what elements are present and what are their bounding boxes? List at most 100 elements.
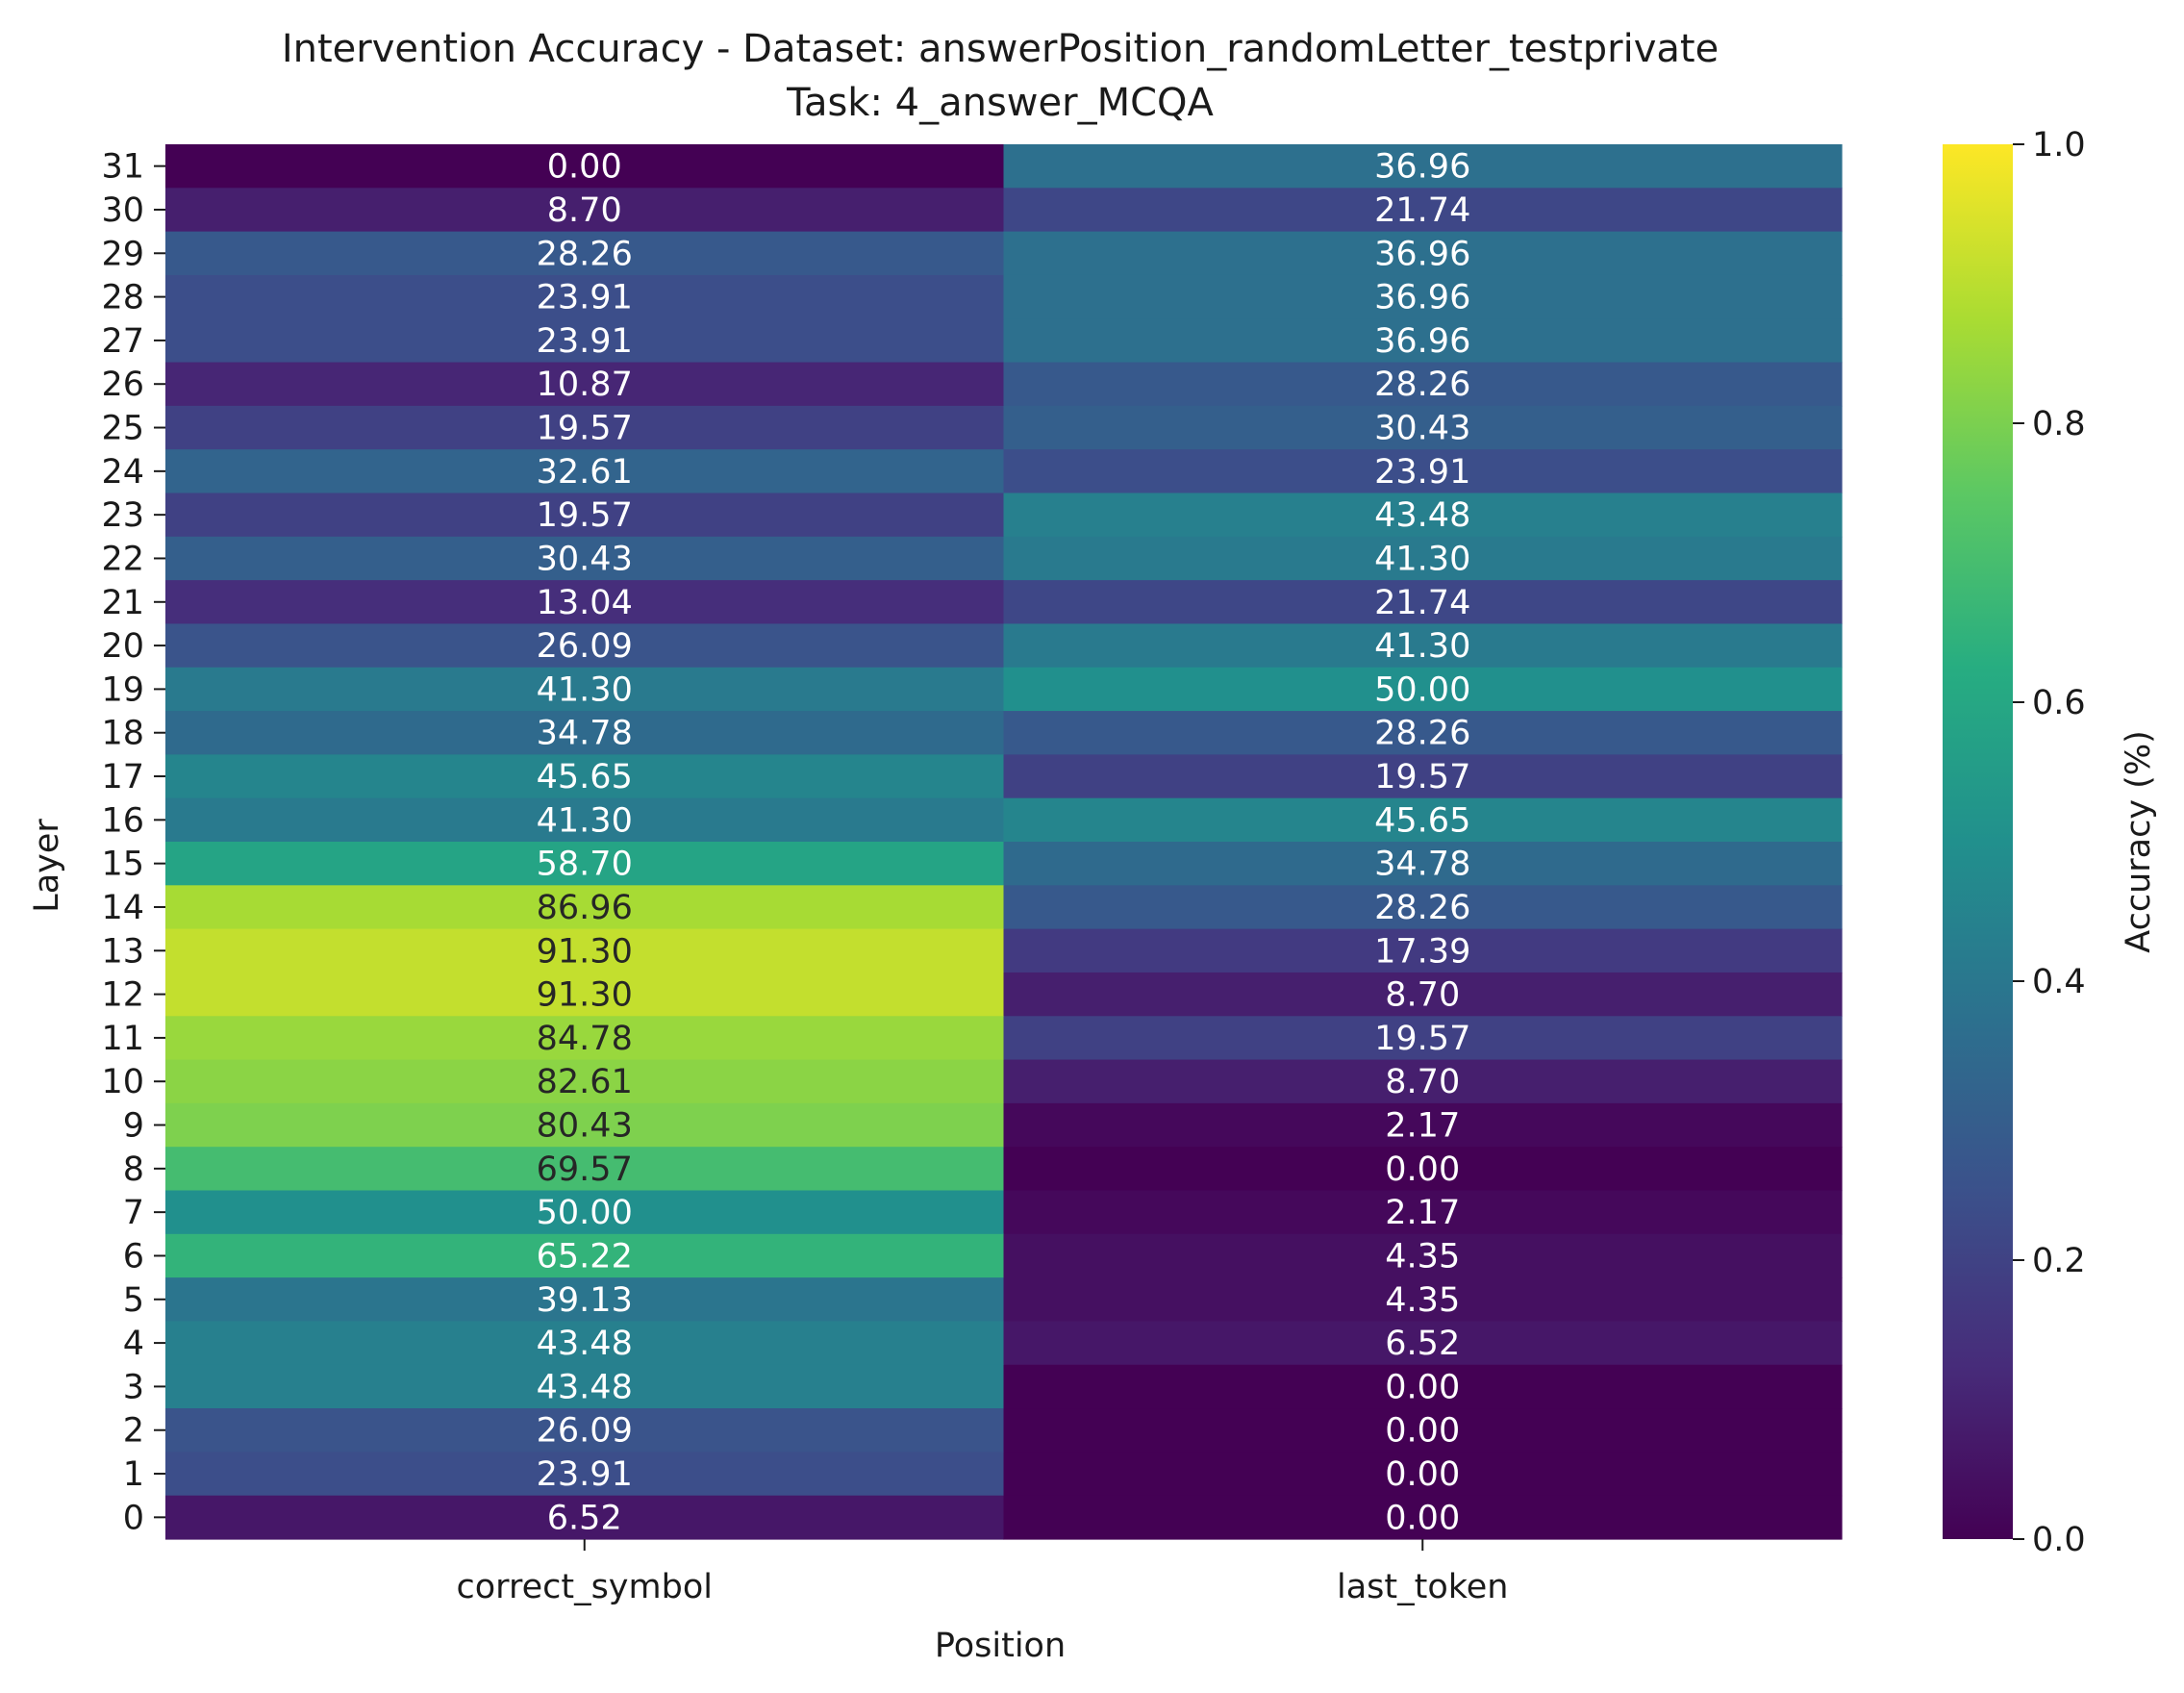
x-tick-label: correct_symbol <box>457 1568 713 1606</box>
cell-value-label: 23.91 <box>537 322 633 361</box>
heatmap-cell <box>1003 623 1843 669</box>
cell-value-label: 21.74 <box>1374 191 1470 230</box>
cell-value-label: 43.48 <box>1374 496 1470 535</box>
heatmap-cell <box>1003 1233 1843 1278</box>
heatmap-cell <box>1003 580 1843 625</box>
cell-value-label: 45.65 <box>537 758 633 796</box>
cell-value-label: 2.17 <box>1385 1107 1460 1146</box>
chart-title-line1: Intervention Accuracy - Dataset: answerP… <box>282 27 1719 71</box>
colorbar-label: Accuracy (%) <box>2120 730 2158 952</box>
cell-value-label: 50.00 <box>537 1194 633 1232</box>
heatmap-cell <box>165 1364 1005 1409</box>
y-tick-label: 10 <box>101 1063 144 1101</box>
heatmap-cell <box>1003 928 1843 973</box>
cell-value-label: 2.17 <box>1385 1194 1460 1232</box>
heatmap-cell <box>165 1016 1005 1061</box>
heatmap-cell <box>1003 885 1843 930</box>
y-tick-label: 26 <box>101 366 144 404</box>
y-tick-label: 19 <box>101 670 144 709</box>
heatmap-cell <box>1003 842 1843 886</box>
heatmap-cell <box>165 1321 1005 1366</box>
heatmap-cell <box>165 797 1005 843</box>
heatmap-cell <box>165 449 1005 494</box>
y-axis: 3130292827262524232221201918171615141312… <box>101 148 165 1537</box>
cell-value-label: 36.96 <box>1374 148 1470 187</box>
heatmap-cell <box>1003 1408 1843 1453</box>
cell-value-label: 19.57 <box>537 496 633 535</box>
heatmap-cell <box>1003 362 1843 407</box>
y-tick-label: 23 <box>101 496 144 535</box>
y-tick-label: 30 <box>101 191 144 230</box>
heatmap-cell <box>165 667 1005 712</box>
heatmap-cell <box>165 362 1005 407</box>
y-tick-label: 13 <box>101 932 144 971</box>
heatmap-cell <box>1003 1277 1843 1323</box>
heatmap-cell <box>165 1495 1005 1540</box>
cell-value-label: 34.78 <box>1374 846 1470 884</box>
y-tick-label: 25 <box>101 410 144 448</box>
cell-value-label: 8.70 <box>1385 976 1460 1015</box>
heatmap-cell <box>165 318 1005 364</box>
cell-value-label: 4.35 <box>1385 1281 1460 1320</box>
cell-value-label: 82.61 <box>537 1063 633 1101</box>
y-tick-label: 3 <box>123 1368 144 1406</box>
y-tick-label: 31 <box>101 148 144 187</box>
cell-value-label: 30.43 <box>1374 410 1470 448</box>
colorbar-tick-label: 0.6 <box>2032 684 2086 722</box>
cell-value-label: 65.22 <box>537 1237 633 1276</box>
heatmap-cell <box>165 188 1005 233</box>
heatmap-cell <box>165 144 1005 189</box>
cell-value-label: 19.57 <box>1374 758 1470 796</box>
heatmap-cell <box>1003 1016 1843 1061</box>
cell-value-label: 41.30 <box>1374 540 1470 578</box>
y-tick-label: 4 <box>123 1325 144 1363</box>
heatmap-cell <box>165 1277 1005 1323</box>
y-tick-label: 20 <box>101 627 144 666</box>
y-tick-label: 9 <box>123 1107 144 1146</box>
heatmap-cell <box>1003 711 1843 755</box>
heatmap-cell <box>1003 1102 1843 1148</box>
heatmap-cell <box>1003 1190 1843 1235</box>
cell-value-label: 41.30 <box>537 670 633 709</box>
heatmap-cell <box>1003 754 1843 799</box>
y-tick-label: 29 <box>101 235 144 273</box>
heatmap-cell <box>165 754 1005 799</box>
heatmap-cells <box>165 144 1843 1540</box>
cell-value-label: 69.57 <box>537 1150 633 1189</box>
cell-value-label: 23.91 <box>537 1455 633 1494</box>
cell-value-label: 43.48 <box>537 1325 633 1363</box>
cell-value-label: 26.09 <box>537 1412 633 1451</box>
cell-value-label: 6.52 <box>547 1499 622 1537</box>
heatmap-cell-labels: 0.00 36.96 8.70 21.74 28.26 36.96 23.91 36.96 23… <box>537 148 1471 1538</box>
heatmap-cell <box>165 1102 1005 1148</box>
cell-value-label: 36.96 <box>1374 279 1470 317</box>
cell-value-label: 0.00 <box>547 148 622 187</box>
cell-value-label: 23.91 <box>537 279 633 317</box>
heatmap-cell <box>165 1059 1005 1104</box>
cell-value-label: 10.87 <box>537 366 633 404</box>
heatmap-cell <box>1003 1364 1843 1409</box>
x-tick-label: last_token <box>1337 1568 1509 1606</box>
heatmap-cell <box>165 972 1005 1017</box>
cell-value-label: 41.30 <box>537 801 633 840</box>
cell-value-label: 0.00 <box>1385 1455 1460 1494</box>
heatmap-cell <box>165 231 1005 276</box>
heatmap-cell <box>165 1147 1005 1192</box>
heatmap-cell <box>1003 1452 1843 1497</box>
cell-value-label: 91.30 <box>537 976 633 1015</box>
y-tick-label: 0 <box>123 1499 144 1537</box>
y-tick-label: 7 <box>123 1194 144 1232</box>
heatmap-cell <box>1003 536 1843 581</box>
heatmap-cell <box>165 536 1005 581</box>
heatmap-cell <box>165 493 1005 538</box>
heatmap-cell <box>1003 667 1843 712</box>
heatmap-cell <box>165 1190 1005 1235</box>
heatmap-cell <box>1003 797 1843 843</box>
cell-value-label: 0.00 <box>1385 1368 1460 1406</box>
cell-value-label: 84.78 <box>537 1020 633 1058</box>
cell-value-label: 0.00 <box>1385 1499 1460 1537</box>
heatmap-cell <box>1003 1147 1843 1192</box>
heatmap-cell <box>165 1233 1005 1278</box>
heatmap-cell <box>1003 449 1843 494</box>
